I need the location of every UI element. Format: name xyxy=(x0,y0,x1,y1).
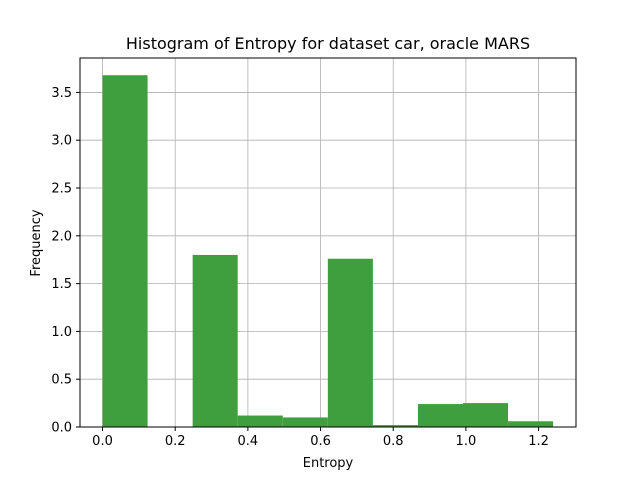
histogram-bar xyxy=(192,254,238,427)
y-tick-label: 0.0 xyxy=(51,421,72,436)
x-axis: 0.0 0.2 0.4 0.6 0.8 1.0 1.2 xyxy=(92,427,549,449)
x-axis-label: Entropy xyxy=(303,456,354,471)
y-tick-label: 2.0 xyxy=(51,229,72,244)
bars xyxy=(102,75,554,428)
histogram-bar xyxy=(282,417,328,427)
plot-frame xyxy=(79,57,577,428)
x-tick-label: 0.4 xyxy=(238,434,259,449)
x-tick-label: 0.0 xyxy=(92,434,113,449)
y-tick-label: 2.5 xyxy=(51,182,72,197)
y-tick-label: 0.5 xyxy=(51,373,72,388)
y-tick-label: 1.5 xyxy=(51,277,72,292)
histogram-bar xyxy=(508,421,554,427)
x-tick-label: 1.0 xyxy=(456,434,477,449)
histogram-bar xyxy=(102,75,148,428)
y-axis: 0.0 0.5 1.0 1.5 2.0 2.5 3.0 3.5 xyxy=(51,86,80,436)
histogram-bar xyxy=(327,258,373,427)
y-axis-label: Frequency xyxy=(29,209,44,276)
y-tick-label: 3.5 xyxy=(51,86,72,101)
grid xyxy=(80,58,576,428)
x-tick-label: 0.6 xyxy=(310,434,331,449)
x-tick-label: 0.8 xyxy=(383,434,404,449)
y-tick-label: 3.0 xyxy=(51,134,72,149)
histogram-bar xyxy=(462,403,509,427)
histogram-bar xyxy=(372,425,418,427)
chart-title: Histogram of Entropy for dataset car, or… xyxy=(126,34,530,53)
y-tick-label: 1.0 xyxy=(51,325,72,340)
histogram-bar xyxy=(237,415,283,427)
x-tick-label: 0.2 xyxy=(165,434,186,449)
histogram-bar xyxy=(417,404,463,427)
x-tick-label: 1.2 xyxy=(528,434,549,449)
